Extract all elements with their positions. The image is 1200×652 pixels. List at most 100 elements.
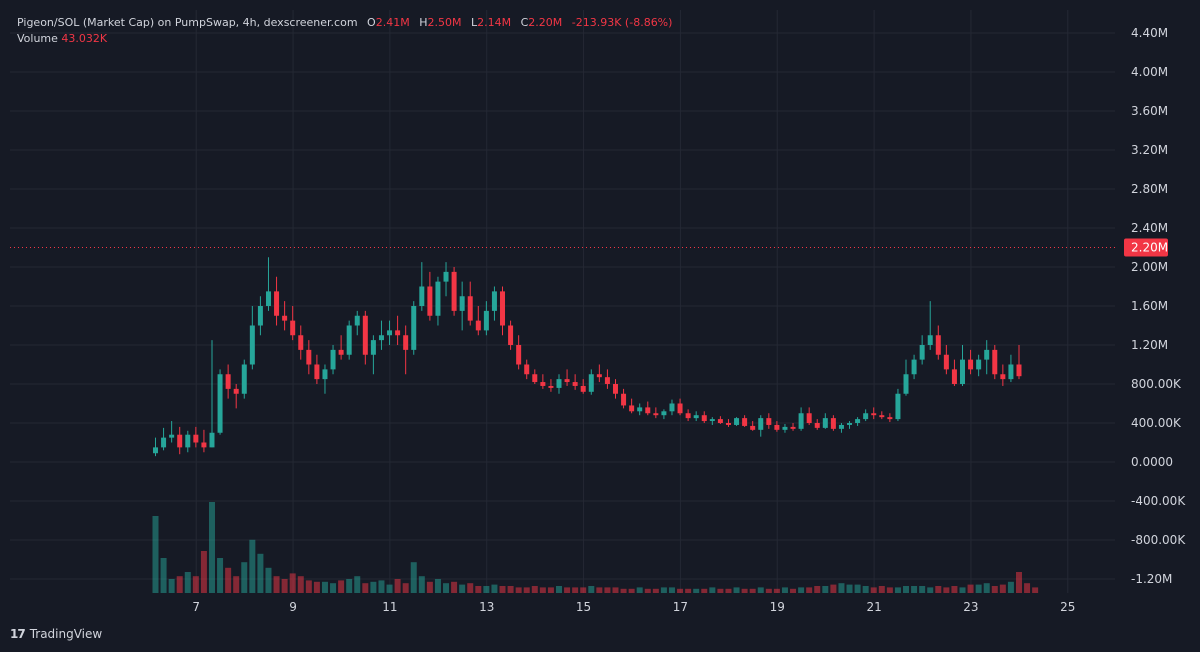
candle-body bbox=[346, 325, 352, 355]
volume-bar bbox=[983, 583, 990, 593]
candle-body bbox=[782, 426, 788, 430]
low-label: L bbox=[470, 16, 478, 29]
high-value: 2.50M bbox=[427, 16, 462, 29]
candle-body bbox=[387, 330, 393, 336]
candle-body bbox=[766, 418, 772, 425]
symbol-title[interactable]: Pigeon/SOL (Market Cap) on PumpSwap, 4h,… bbox=[17, 16, 358, 29]
candle-body bbox=[298, 335, 304, 350]
candle-body bbox=[734, 418, 740, 425]
time-axis[interactable]: 7 9 11 13 15 17 19 21 23 25 bbox=[192, 600, 1075, 614]
candle-body bbox=[306, 349, 312, 365]
y-tick-label: 1.60M bbox=[1131, 299, 1168, 313]
tradingview-branding[interactable]: 17 TradingView bbox=[10, 627, 102, 641]
candle-body bbox=[580, 385, 586, 392]
candle-body bbox=[790, 426, 796, 429]
volume-bar bbox=[330, 583, 337, 593]
high-label: H bbox=[419, 16, 428, 29]
candle-body bbox=[838, 424, 844, 429]
candle-body bbox=[153, 447, 158, 454]
volume-bar bbox=[862, 586, 869, 593]
open-value: 2.41M bbox=[375, 16, 410, 29]
y-tick-label: 3.20M bbox=[1131, 143, 1168, 157]
y-tick-label: 2.80M bbox=[1131, 182, 1168, 196]
volume-bar bbox=[943, 587, 950, 593]
candle-body bbox=[927, 335, 933, 345]
candle-body bbox=[395, 330, 401, 336]
volume-bar bbox=[443, 583, 450, 593]
candle-body bbox=[572, 382, 578, 386]
volume-value: 43.032K bbox=[61, 32, 108, 45]
candle-body bbox=[225, 374, 231, 389]
volume-bar bbox=[717, 588, 724, 593]
volume-bar bbox=[499, 586, 506, 593]
volume-bar bbox=[160, 558, 167, 593]
volume-bar bbox=[991, 586, 998, 593]
volume-bar bbox=[999, 584, 1006, 593]
volume-bar bbox=[975, 584, 982, 593]
candle-body bbox=[459, 296, 465, 311]
volume-bar bbox=[612, 587, 619, 593]
y-tick-label: 3.60M bbox=[1131, 104, 1168, 118]
volume-bar bbox=[765, 588, 772, 593]
candle-body bbox=[887, 417, 893, 420]
candle-body bbox=[903, 374, 909, 394]
candle-body bbox=[871, 413, 877, 416]
candle-body bbox=[1016, 364, 1022, 377]
candle-body bbox=[612, 384, 618, 394]
volume-bar bbox=[168, 579, 175, 593]
candle-body bbox=[774, 424, 780, 430]
x-tick-label: 23 bbox=[963, 600, 978, 614]
candle-body bbox=[847, 423, 853, 425]
candle-body bbox=[290, 320, 296, 336]
y-tick-label: 400.00K bbox=[1131, 416, 1182, 430]
volume-bar bbox=[806, 587, 813, 593]
price-axis[interactable]: 4.40M 4.00M 3.60M 3.20M 2.80M 2.40M 2.00M 1.60M… bbox=[1131, 26, 1186, 586]
candle-body bbox=[354, 315, 360, 326]
candle-body bbox=[621, 393, 627, 406]
candle-body bbox=[814, 423, 820, 428]
candle-body bbox=[596, 374, 602, 378]
tradingview-brand-label: TradingView bbox=[29, 627, 103, 641]
y-tick-label: -1.20M bbox=[1131, 572, 1172, 586]
volume-bar bbox=[208, 502, 215, 593]
candle-body bbox=[758, 418, 764, 430]
x-tick-label: 21 bbox=[866, 600, 881, 614]
candle-body bbox=[378, 335, 384, 341]
volume-bar bbox=[838, 583, 845, 593]
candle-body bbox=[911, 359, 917, 375]
candle-body bbox=[185, 434, 191, 448]
volume-bar bbox=[491, 584, 498, 593]
candle-body bbox=[919, 345, 925, 360]
volume-bar bbox=[515, 587, 522, 593]
volume-bar bbox=[636, 587, 643, 593]
candle-body bbox=[330, 349, 336, 370]
volume-bar bbox=[935, 586, 942, 593]
candle-body bbox=[895, 393, 901, 420]
candle-body bbox=[483, 310, 489, 331]
volume-bar bbox=[556, 586, 562, 593]
volume-bar bbox=[297, 576, 304, 593]
candle-body bbox=[467, 296, 473, 321]
volume-bar bbox=[394, 579, 401, 593]
candle-body bbox=[193, 434, 199, 443]
candle-body bbox=[960, 359, 965, 384]
candle-body bbox=[257, 306, 263, 326]
volume-legend-row: Volume 43.032K bbox=[17, 31, 672, 47]
candle-body bbox=[508, 325, 514, 345]
volume-bar bbox=[733, 587, 740, 593]
candle-body bbox=[524, 364, 530, 375]
x-tick-label: 7 bbox=[192, 600, 200, 614]
candle-body bbox=[209, 432, 215, 448]
volume-bar bbox=[192, 576, 199, 593]
candle-body bbox=[992, 349, 998, 375]
candle-body bbox=[693, 415, 699, 419]
volume-bar bbox=[418, 576, 425, 593]
candle-body bbox=[806, 413, 812, 423]
volume-bar bbox=[281, 579, 288, 593]
volume-bar bbox=[693, 588, 700, 593]
volume-bar bbox=[386, 584, 393, 593]
candle-body bbox=[742, 418, 748, 426]
candle-body bbox=[532, 374, 538, 383]
candle-body bbox=[217, 374, 223, 433]
